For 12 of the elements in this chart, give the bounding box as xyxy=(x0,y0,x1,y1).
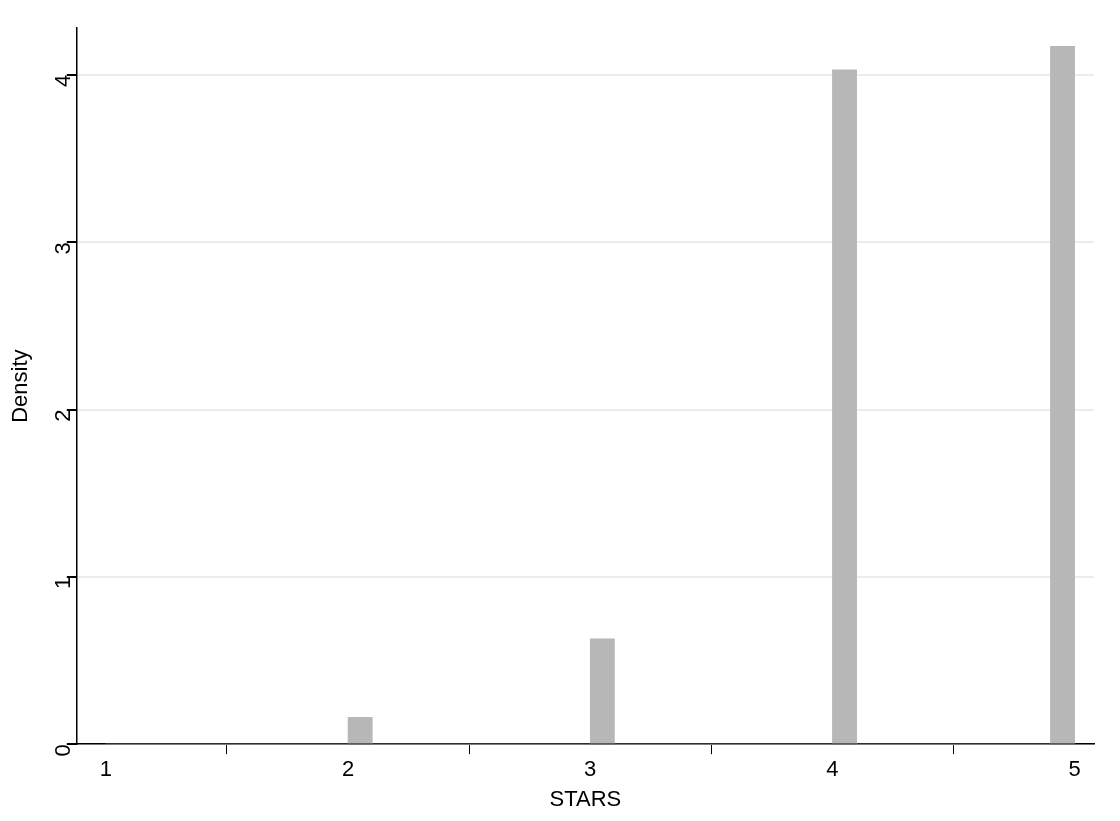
y-tick-label: 0 xyxy=(49,744,75,757)
x-tick-label: 5 xyxy=(1068,756,1081,782)
x-tick-label: 1 xyxy=(99,756,112,782)
y-tick-label: 4 xyxy=(49,74,75,88)
y-tick-label: 2 xyxy=(49,409,75,422)
x-tick-label: 2 xyxy=(341,756,355,782)
x-tick-label: 4 xyxy=(826,756,839,782)
y-tick-label: 1 xyxy=(49,576,75,590)
x-tick-label: 3 xyxy=(584,756,597,782)
x-axis-title: STARS xyxy=(549,785,622,811)
y-axis-title: Density xyxy=(7,349,33,423)
y-tick-label: 3 xyxy=(49,242,75,255)
